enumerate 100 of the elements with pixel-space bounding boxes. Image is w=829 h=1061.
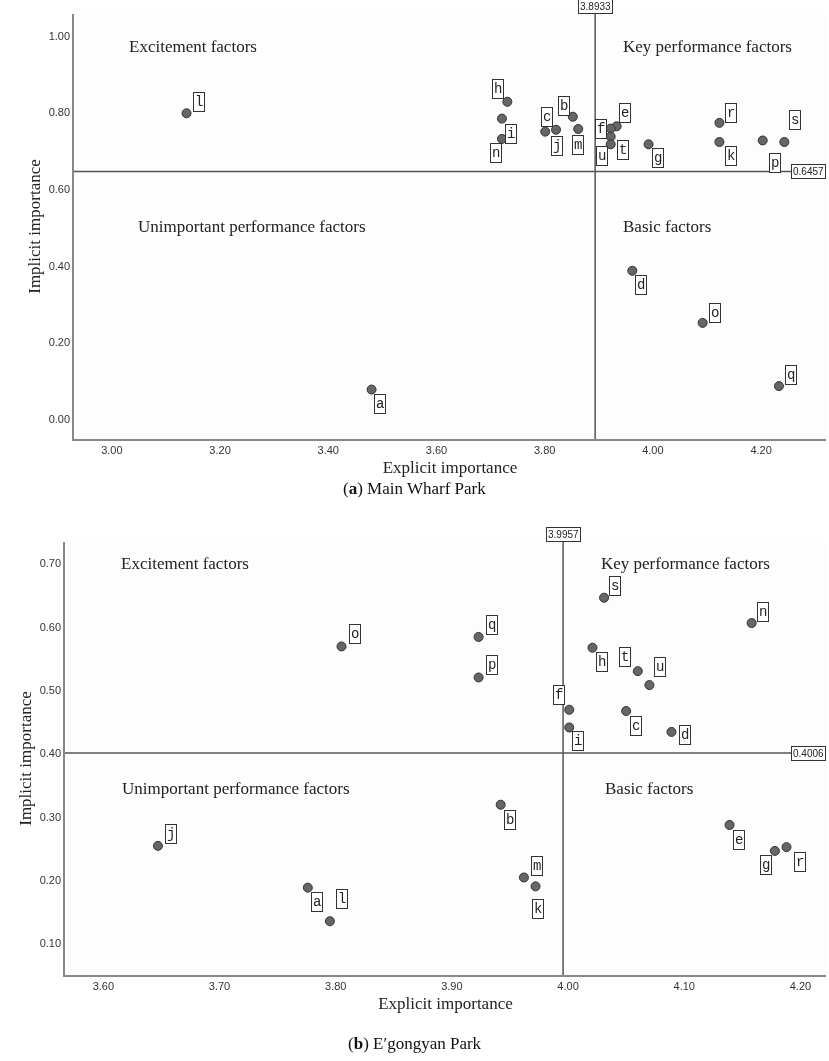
data-label: j <box>553 138 562 154</box>
point <box>746 618 757 629</box>
data-label: r <box>727 105 736 121</box>
y-tick-label: 0.70 <box>39 557 62 570</box>
point <box>605 139 616 150</box>
x-tick-label: 3.70 <box>208 979 231 992</box>
point <box>632 666 643 677</box>
data-label: t <box>619 142 628 158</box>
point <box>366 384 377 395</box>
point <box>627 265 638 276</box>
point <box>779 137 790 147</box>
data-label: s <box>611 578 620 594</box>
x-axis-title: Explicit importance <box>378 993 513 1013</box>
data-label: u <box>656 659 665 675</box>
point <box>551 124 562 135</box>
point <box>587 642 598 653</box>
point <box>181 108 192 119</box>
annotation: Key performance factors <box>601 554 770 573</box>
ref-line-label: 0.6457 <box>793 166 825 177</box>
data-label: a <box>313 894 322 910</box>
point <box>599 592 610 603</box>
point <box>564 722 575 733</box>
point <box>643 139 654 150</box>
x-tick-label: 4.00 <box>642 443 664 456</box>
data-label: k <box>534 901 543 917</box>
data-label: t <box>621 649 630 665</box>
data-label: n <box>759 604 768 620</box>
point <box>757 135 768 146</box>
text: (a) Main Wharf Park <box>343 479 487 498</box>
y-tick-label: 0.30 <box>39 810 62 823</box>
data-label: u <box>598 148 607 164</box>
x-axis-title: Explicit importance <box>382 457 518 477</box>
data-label: r <box>796 854 805 870</box>
data-label: h <box>494 81 503 97</box>
point <box>644 680 655 691</box>
data-label: d <box>637 277 646 293</box>
y-tick-label: 0.20 <box>48 336 71 349</box>
data-label: j <box>167 826 176 842</box>
x-tick-label: 4.20 <box>750 443 772 456</box>
point <box>495 799 506 810</box>
ref-line-label: 0.4006 <box>793 748 825 759</box>
point <box>496 113 507 124</box>
x-tick-label: 4.20 <box>789 979 812 992</box>
data-label: e <box>735 832 744 848</box>
x-tick-label: 3.40 <box>317 443 339 456</box>
x-tick-label: 3.90 <box>441 979 463 992</box>
ref-line-label: 3.8933 <box>580 1 612 12</box>
point <box>530 881 541 892</box>
point <box>324 916 335 927</box>
data-label: i <box>574 733 583 749</box>
data-label: f <box>555 687 564 703</box>
annotation: Unimportant performance factors <box>138 217 366 236</box>
x-tick-label: 3.60 <box>92 979 115 992</box>
annotation: Excitement factors <box>129 37 257 56</box>
point <box>564 704 575 715</box>
point <box>473 672 484 683</box>
x-tick-label: 4.10 <box>673 979 695 992</box>
point <box>714 137 725 147</box>
x-tick-label: 3.80 <box>533 443 556 456</box>
annotation: Key performance factors <box>623 37 792 56</box>
data-label: p <box>488 657 497 673</box>
y-tick-label: 0.00 <box>48 412 71 425</box>
point <box>666 726 677 737</box>
data-label: m <box>533 858 542 874</box>
y-tick-label: 1.00 <box>48 29 71 42</box>
annotation: Unimportant performance factors <box>122 779 350 798</box>
annotation: Basic factors <box>605 779 694 798</box>
y-axis-title: Implicit importance <box>15 691 35 826</box>
y-tick-label: 0.20 <box>39 873 62 886</box>
data-label: c <box>543 109 552 125</box>
data-label: n <box>492 145 501 161</box>
point <box>697 317 708 328</box>
x-tick-label: 3.00 <box>101 443 123 456</box>
text: (b) E′gongyan Park <box>348 1034 482 1053</box>
data-label: o <box>351 626 360 642</box>
y-tick-label: 0.80 <box>48 106 71 119</box>
point <box>573 123 584 134</box>
y-tick-label: 0.60 <box>39 620 62 633</box>
point <box>473 631 484 642</box>
data-label: a <box>376 396 385 412</box>
data-label: o <box>711 305 720 321</box>
point <box>714 117 725 128</box>
point <box>567 111 578 122</box>
y-tick-label: 0.60 <box>48 182 71 195</box>
y-tick-label: 0.10 <box>39 937 62 950</box>
data-label: s <box>791 112 800 128</box>
point <box>781 842 792 853</box>
point <box>502 96 513 107</box>
y-tick-label: 0.40 <box>48 259 71 272</box>
point <box>336 641 347 652</box>
point <box>152 840 163 851</box>
x-tick-label: 4.00 <box>557 979 579 992</box>
data-label: d <box>681 727 690 743</box>
y-axis-title: Implicit importance <box>24 159 44 294</box>
point <box>540 126 551 137</box>
point <box>518 872 529 883</box>
annotation: Basic factors <box>623 217 712 236</box>
data-label: l <box>195 94 204 110</box>
data-label: h <box>598 654 607 670</box>
data-label: q <box>787 367 796 383</box>
